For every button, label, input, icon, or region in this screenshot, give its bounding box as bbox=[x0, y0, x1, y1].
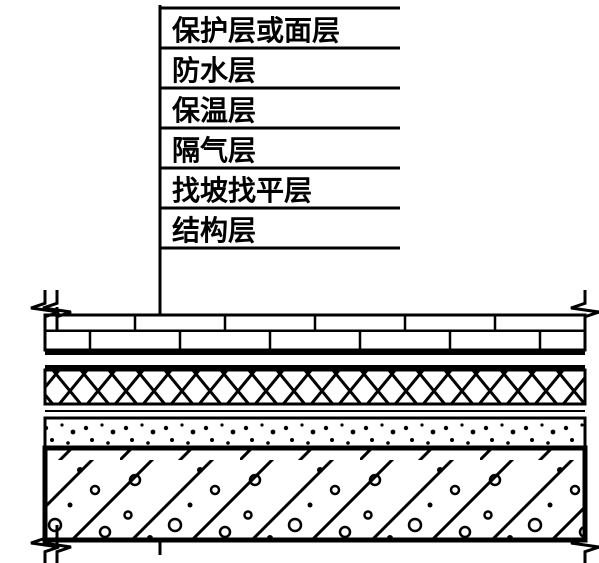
layer-label: 找坡找平层 bbox=[172, 175, 312, 206]
layer-label: 隔气层 bbox=[172, 135, 256, 166]
vapor-barrier bbox=[45, 404, 585, 418]
waterproof-layer bbox=[45, 350, 585, 370]
leveling-layer bbox=[45, 418, 585, 448]
roof-section-diagram: 保护层或面层防水层保温层隔气层找坡找平层结构层 bbox=[0, 0, 599, 563]
protective-layer bbox=[45, 315, 585, 350]
layer-labels: 保护层或面层防水层保温层隔气层找坡找平层结构层 bbox=[160, 8, 400, 248]
cross-section bbox=[45, 307, 585, 548]
structural-layer bbox=[45, 448, 585, 540]
layer-label: 防水层 bbox=[172, 55, 256, 86]
layer-label: 结构层 bbox=[172, 215, 256, 246]
layer-label: 保护层或面层 bbox=[172, 15, 340, 46]
layer-label: 保温层 bbox=[172, 95, 256, 126]
insulation-layer bbox=[45, 370, 585, 404]
